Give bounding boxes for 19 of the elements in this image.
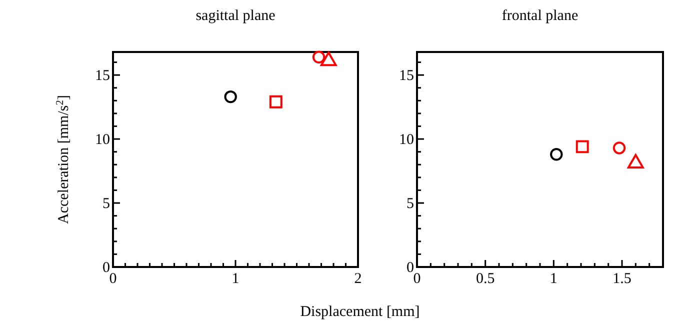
y-tick-label: 0 <box>406 260 414 276</box>
x-tick-label: 2 <box>354 271 362 287</box>
point <box>269 95 282 108</box>
x-tick-label: 1.5 <box>612 271 632 287</box>
x-tick-label: 1 <box>232 271 240 287</box>
x-tick-label: 0.5 <box>476 271 495 287</box>
x-axis-title: Displacement [mm] <box>300 304 420 320</box>
y-tick-label: 0 <box>102 260 110 276</box>
chart-title: sagittal plane <box>196 8 276 24</box>
y-tick-label: 15 <box>95 68 110 84</box>
point <box>312 50 326 64</box>
y-tick-label: 15 <box>399 68 414 84</box>
y-tick-label: 10 <box>95 132 110 148</box>
y-tick-label: 5 <box>406 196 414 212</box>
point <box>224 90 237 104</box>
x-tick-label: 1 <box>550 271 558 287</box>
y-tick-label: 5 <box>102 196 110 212</box>
chart-title: frontal plane <box>502 8 578 24</box>
y-tick-label: 10 <box>399 132 414 148</box>
